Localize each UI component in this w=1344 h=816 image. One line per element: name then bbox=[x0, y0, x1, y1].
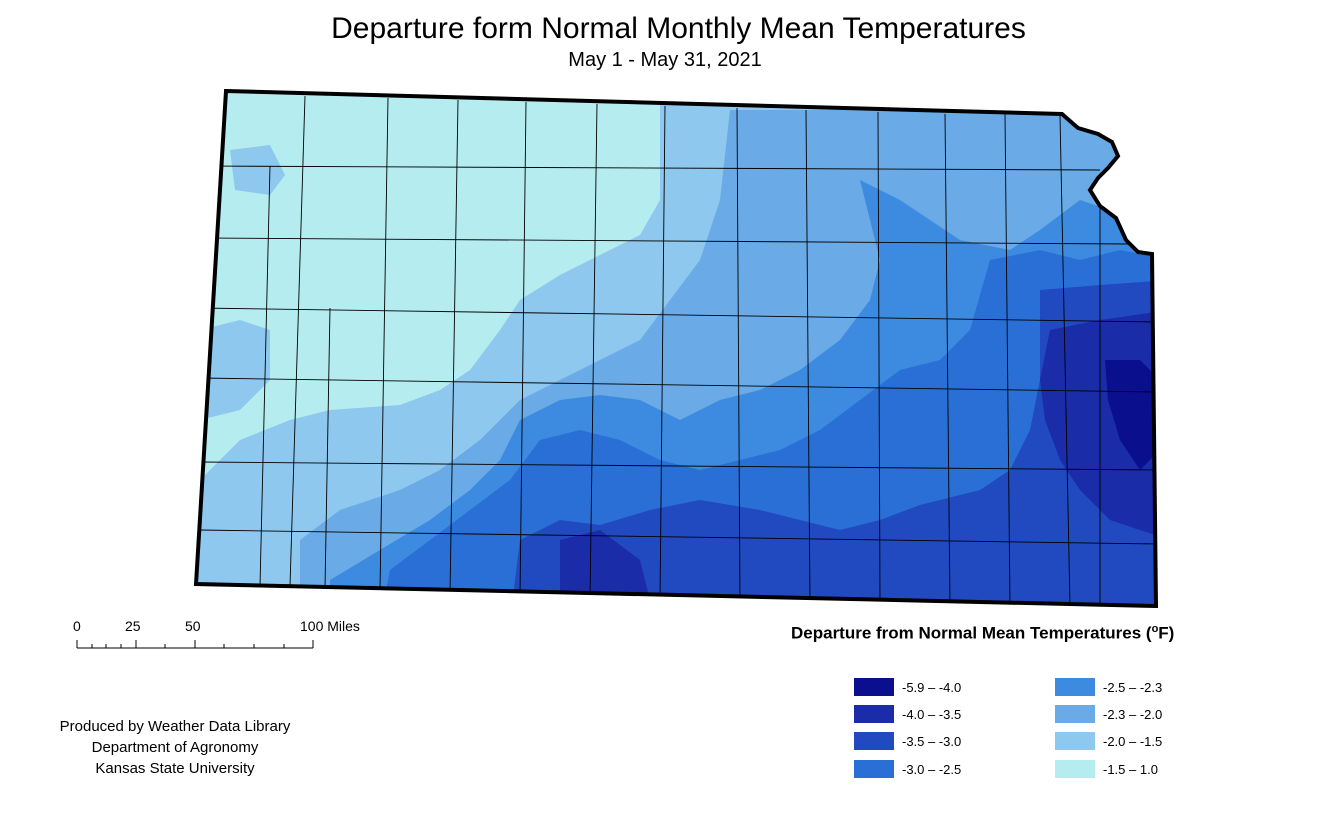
scale-label-50: 50 bbox=[185, 618, 201, 634]
legend-label: -2.3 – -2.0 bbox=[1103, 706, 1163, 722]
legend-swatch bbox=[854, 705, 894, 723]
legend-swatch bbox=[854, 760, 894, 778]
legend-item: -5.9 – -4.0 bbox=[854, 678, 961, 696]
zone-darkest-navy bbox=[1105, 360, 1156, 470]
legend-label: -1.5 – 1.0 bbox=[1103, 761, 1158, 777]
credits: Produced by Weather Data Library Departm… bbox=[20, 716, 330, 779]
zone-deep-blue bbox=[510, 280, 1156, 606]
map-subtitle: May 1 - May 31, 2021 bbox=[568, 49, 762, 71]
legend-item: -4.0 – -3.5 bbox=[854, 705, 961, 723]
credit-line: Department of Agronomy bbox=[91, 739, 259, 756]
temperature-departure-fill bbox=[196, 91, 1156, 606]
legend-item: -2.0 – -1.5 bbox=[1055, 732, 1162, 750]
map-title: Departure form Normal Monthly Mean Tempe… bbox=[331, 12, 1026, 45]
legend-item: -3.0 – -2.5 bbox=[854, 760, 961, 778]
legend-item: -2.5 – -2.3 bbox=[1055, 678, 1162, 696]
scale-label-100-miles: 100 Miles bbox=[300, 618, 360, 634]
legend-label: -5.9 – -4.0 bbox=[902, 679, 962, 695]
legend-item: -3.5 – -3.0 bbox=[854, 732, 961, 750]
scale-label-0: 0 bbox=[73, 618, 81, 634]
scale-label-25: 25 bbox=[125, 618, 141, 634]
credit-line: Produced by Weather Data Library bbox=[59, 718, 291, 735]
legend-swatch bbox=[1055, 732, 1095, 750]
legend-label: -3.0 – -2.5 bbox=[902, 761, 962, 777]
legend-swatch bbox=[1055, 678, 1095, 696]
legend-title: Departure from Normal Mean Temperatures … bbox=[791, 623, 1175, 643]
credit-line: Kansas State University bbox=[95, 760, 255, 777]
legend-label: -3.5 – -3.0 bbox=[902, 733, 962, 749]
legend-label: -2.0 – -1.5 bbox=[1103, 733, 1163, 749]
zone-light-blue-west bbox=[200, 320, 270, 420]
legend-swatch bbox=[854, 732, 894, 750]
legend-label: -4.0 – -3.5 bbox=[902, 706, 962, 722]
county-boundaries bbox=[199, 95, 1156, 606]
legend-swatch bbox=[854, 678, 894, 696]
legend-item: -1.5 – 1.0 bbox=[1055, 760, 1158, 778]
legend-label: -2.5 – -2.3 bbox=[1103, 679, 1163, 695]
zone-navy-south bbox=[560, 530, 650, 606]
state-outline bbox=[193, 88, 1159, 609]
scale-bar bbox=[76, 640, 314, 649]
legend-item: -2.3 – -2.0 bbox=[1055, 705, 1162, 723]
zone-light-blue-nw bbox=[230, 145, 285, 195]
legend-swatch bbox=[1055, 760, 1095, 778]
legend-swatch bbox=[1055, 705, 1095, 723]
